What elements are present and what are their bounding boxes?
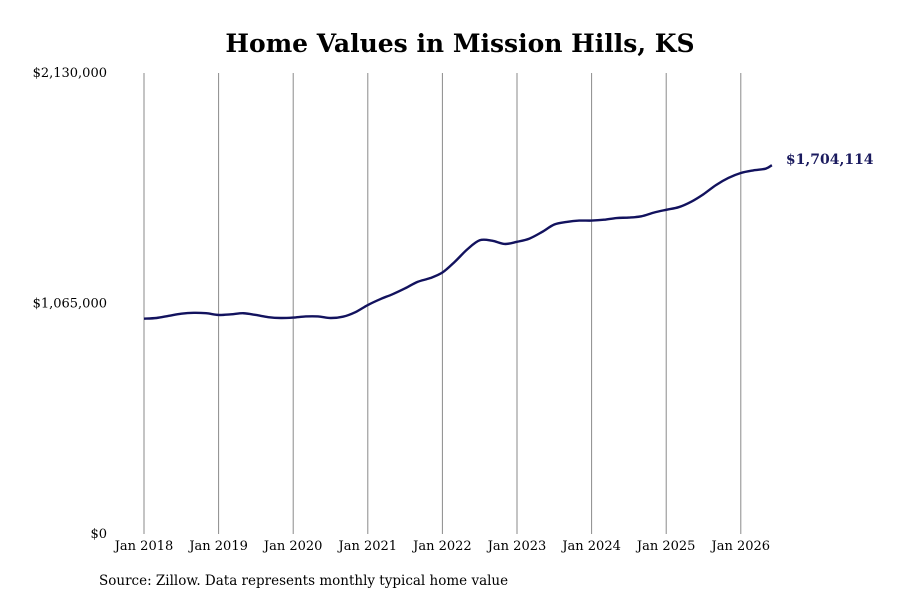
x-tick-label: Jan 2024 [560,539,621,554]
x-tick-label: Jan 2018 [113,539,174,554]
series-line-group [143,164,773,320]
grid-lines [143,73,742,534]
source-note: Source: Zillow. Data represents monthly … [99,573,509,589]
x-tick-label: Jan 2026 [710,539,771,554]
x-tick-label: Jan 2023 [486,539,547,554]
chart-title: Home Values in Mission Hills, KS [225,29,694,58]
y-tick-label: $2,130,000 [33,66,107,81]
x-tick-label: Jan 2022 [411,539,472,554]
x-tick-label: Jan 2025 [635,539,696,554]
x-tick-label: Jan 2020 [262,539,323,554]
y-axis-ticks: $0 $1,065,000 $2,130,000 [33,66,107,542]
x-tick-label: Jan 2021 [337,539,398,554]
y-tick-label: $0 [90,527,107,542]
x-tick-label: Jan 2019 [187,539,248,554]
y-tick-label: $1,065,000 [33,297,107,312]
series-line [143,164,773,320]
end-value-label: $1,704,114 [786,152,874,168]
x-axis-ticks: Jan 2018 Jan 2019 Jan 2020 Jan 2021 Jan 2022… [113,539,770,554]
